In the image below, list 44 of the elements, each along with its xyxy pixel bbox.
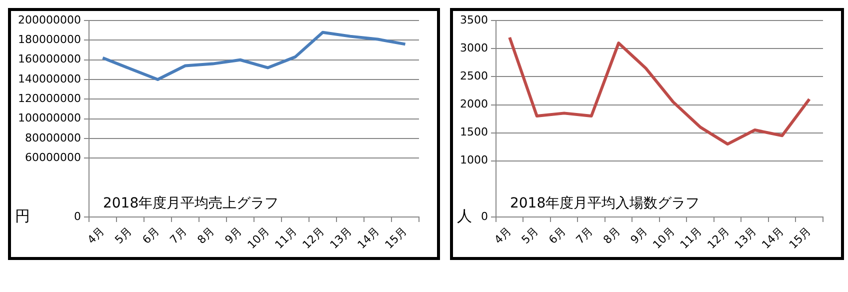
y-tick-label: 2500 xyxy=(460,70,488,83)
y-tick-label: 120000000 xyxy=(18,92,81,106)
x-tick-label: 6月 xyxy=(546,224,568,247)
x-tick-label: 9月 xyxy=(628,224,650,247)
x-tick-label: 15月 xyxy=(382,224,410,252)
x-tick-label: 11月 xyxy=(678,224,705,252)
x-tick-label: 13月 xyxy=(328,224,354,252)
x-tick-label: 12月 xyxy=(300,224,327,252)
y-tick-label: 140000000 xyxy=(18,72,81,86)
y-tick-label: 3000 xyxy=(460,42,488,55)
y-tick-label: 0 xyxy=(480,210,488,223)
y-tick-label: 0 xyxy=(74,210,81,223)
x-tick-label: 4月 xyxy=(492,224,514,247)
y-tick-label: 2000 xyxy=(460,98,488,111)
x-tick-label: 14月 xyxy=(759,224,786,252)
y-tick-label: 80000000 xyxy=(24,131,81,144)
y-axis-title: 円 xyxy=(15,206,30,225)
x-tick-label: 5月 xyxy=(112,224,134,247)
x-tick-label: 5月 xyxy=(519,224,542,247)
x-tick-label: 14月 xyxy=(355,224,382,252)
x-tick-label: 7月 xyxy=(167,224,190,247)
x-tick-label: 15月 xyxy=(786,224,814,252)
y-tick-label: 180000000 xyxy=(18,33,81,46)
text: 2018年度月平均売上グラフ xyxy=(102,196,279,212)
x-tick-label: 8月 xyxy=(600,224,623,247)
x-tick-label: 10月 xyxy=(650,224,678,252)
x-tick-label: 12月 xyxy=(704,224,732,252)
x-tick-label: 11月 xyxy=(272,224,300,252)
x-tick-label: 6月 xyxy=(140,224,162,247)
x-tick-label: 8月 xyxy=(194,224,217,247)
y-tick-label: 160000000 xyxy=(18,52,81,66)
y-tick-label: 100000000 xyxy=(18,112,81,125)
x-tick-label: 4月 xyxy=(84,224,107,247)
y-tick-label: 1000 xyxy=(460,154,488,167)
y-tick-label: 60000000 xyxy=(24,150,81,164)
x-tick-label: 13月 xyxy=(732,224,760,252)
y-axis-title: 人 xyxy=(457,206,472,225)
y-tick-label: 200000000 xyxy=(18,13,81,26)
x-tick-label: 9月 xyxy=(222,224,244,247)
text: 2018年度月平均入場数グラフ xyxy=(510,196,700,212)
y-tick-label: 1500 xyxy=(460,126,488,139)
x-tick-label: 10月 xyxy=(245,224,272,252)
y-tick-label: 3500 xyxy=(460,13,488,26)
x-tick-label: 7月 xyxy=(574,224,596,247)
